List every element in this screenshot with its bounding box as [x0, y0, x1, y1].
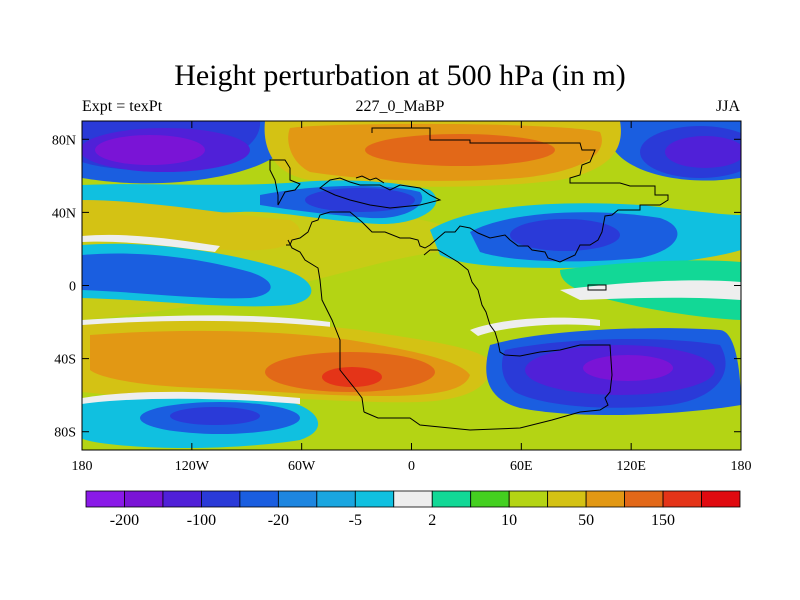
colorbar-swatch	[662, 490, 702, 508]
contour-field	[82, 121, 741, 450]
samerica-west	[287, 239, 365, 413]
colorbar: -200 -100 -20 -5 2 10 50 150	[85, 490, 741, 529]
island-outline	[587, 284, 607, 291]
colorbar-label: 2	[428, 512, 436, 529]
continent-outlines	[269, 127, 669, 431]
greenland-outline	[269, 159, 301, 206]
colorbar-swatch	[85, 490, 125, 508]
field-neutral-5	[470, 317, 600, 336]
season-label: JJA	[715, 98, 740, 115]
field-neutral-4	[82, 391, 300, 404]
europe-north-outline	[319, 177, 442, 209]
field-arctic-east-low	[665, 136, 741, 168]
colorbar-swatch	[470, 490, 510, 508]
colorbar-swatch	[162, 490, 202, 508]
x-tick-label: 60E	[510, 459, 533, 474]
field-north-trough-min	[305, 188, 415, 212]
y-tick-label: 80N	[52, 133, 76, 148]
colorbar-swatch	[393, 490, 433, 508]
y-tick-label: 0	[69, 280, 76, 295]
colorbar-swatch	[508, 490, 549, 508]
x-tick-label: 180	[72, 459, 93, 474]
colorbar-swatch	[547, 490, 587, 508]
field-antarctic-west-min	[170, 407, 260, 425]
colorbar-swatch	[431, 490, 472, 508]
x-tick-label: 180	[731, 459, 752, 474]
colorbar-label: 50	[578, 512, 594, 529]
field-neutral-1	[82, 234, 220, 252]
y-tick-label: 80S	[54, 426, 76, 441]
field-south-neg-min	[583, 355, 673, 381]
x-tick-label: 0	[408, 459, 415, 474]
experiment-label: Expt = texPt	[82, 98, 163, 115]
colorbar-label: -200	[110, 512, 139, 529]
map-title: Height perturbation at 500 hPa (in m)	[174, 59, 626, 92]
colorbar-swatch	[124, 490, 164, 508]
africa-antarctic-outline	[363, 249, 613, 431]
colorbar-swatch	[201, 490, 241, 508]
x-tick-label: 120E	[616, 459, 646, 474]
axis-ticks: 180 120W 60W 0 60E 120E 180 80N 40N 0 40S 80S	[52, 121, 752, 474]
colorbar-swatch	[316, 490, 356, 508]
colorbar-label: 150	[651, 512, 675, 529]
colorbar-swatch	[239, 490, 279, 508]
y-tick-label: 40N	[52, 206, 76, 221]
colorbar-label: 10	[501, 512, 517, 529]
field-eq-pacific-mid	[82, 253, 271, 299]
field-eurasia-pos-max	[365, 134, 555, 166]
colorbar-label: -100	[187, 512, 216, 529]
colorbar-label: -5	[349, 512, 362, 529]
run-label: 227_0_MaBP	[355, 98, 445, 115]
eurasia-outline	[286, 127, 669, 263]
colorbar-swatch	[701, 490, 741, 508]
x-tick-label: 60W	[288, 459, 316, 474]
field-arctic-west-min	[95, 135, 205, 165]
colorbar-label: -20	[268, 512, 289, 529]
y-tick-label: 40S	[54, 353, 76, 368]
arctic-island-outline	[355, 175, 385, 184]
field-south-pos-max	[322, 367, 382, 387]
colorbar-swatch	[624, 490, 664, 508]
colorbar-swatch	[585, 490, 625, 508]
x-tick-label: 120W	[175, 459, 210, 474]
colorbar-swatch	[354, 490, 395, 508]
colorbar-swatch	[277, 490, 318, 508]
